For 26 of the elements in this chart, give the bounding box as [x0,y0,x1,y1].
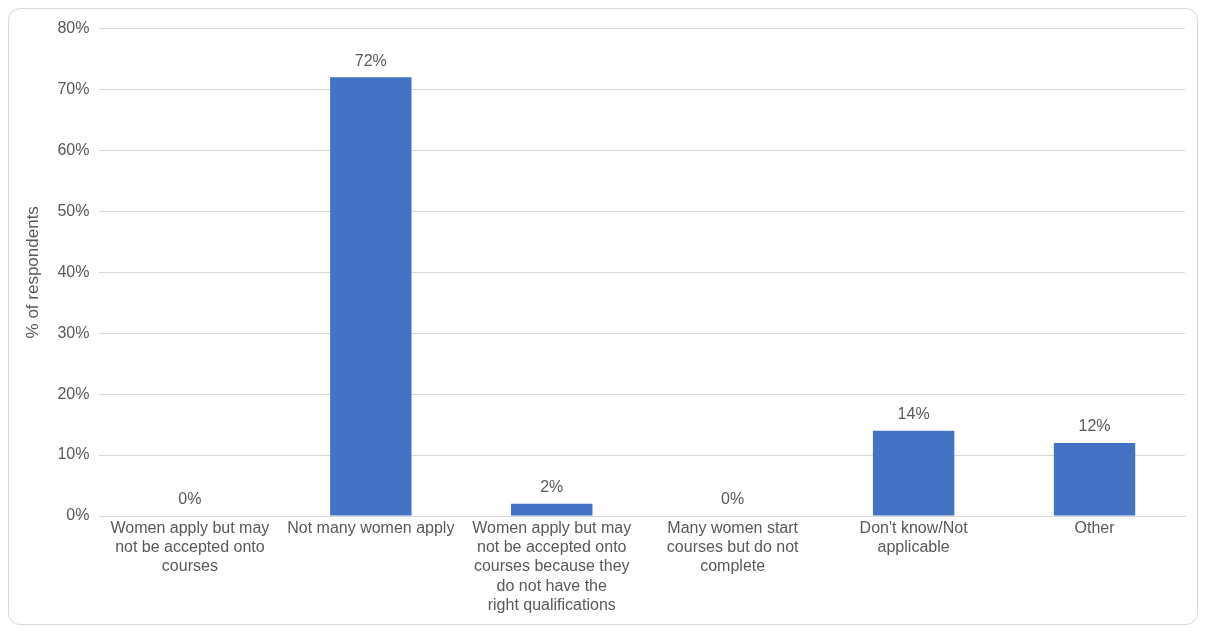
y-tick-label: 0% [66,506,90,524]
y-tick-label: 60% [57,140,90,158]
bar [872,430,955,516]
bar [1053,442,1136,516]
y-axis-title: % of respondents [22,206,42,339]
data-label: 72% [354,51,387,69]
y-tick-label: 10% [57,445,90,463]
y-tick-label: 40% [57,262,90,280]
x-tick-label: Women apply but may not be accepted onto courses because they do not have the right qualifications [472,519,632,613]
y-tick-label: 30% [57,323,90,341]
bar [511,503,593,516]
x-tick-label: Women apply but may not be accepted onto courses [110,519,270,575]
data-label: 0% [178,490,202,508]
y-tick-label: 50% [57,201,90,219]
x-tick-label: Other [1074,519,1116,537]
bar [330,77,412,516]
y-tick-label: 80% [57,19,90,37]
data-label: 12% [1078,417,1111,435]
data-label: 14% [897,405,930,423]
y-tick-label: 20% [57,384,90,402]
x-tick-label: Don't know/Not applicable [859,519,969,556]
y-tick-label: 70% [57,79,90,97]
data-label: 2% [540,478,564,496]
x-tick-label: Many women start courses but do not complete [666,519,800,575]
x-tick-label: Not many women apply [287,519,455,537]
data-label: 0% [721,490,745,508]
